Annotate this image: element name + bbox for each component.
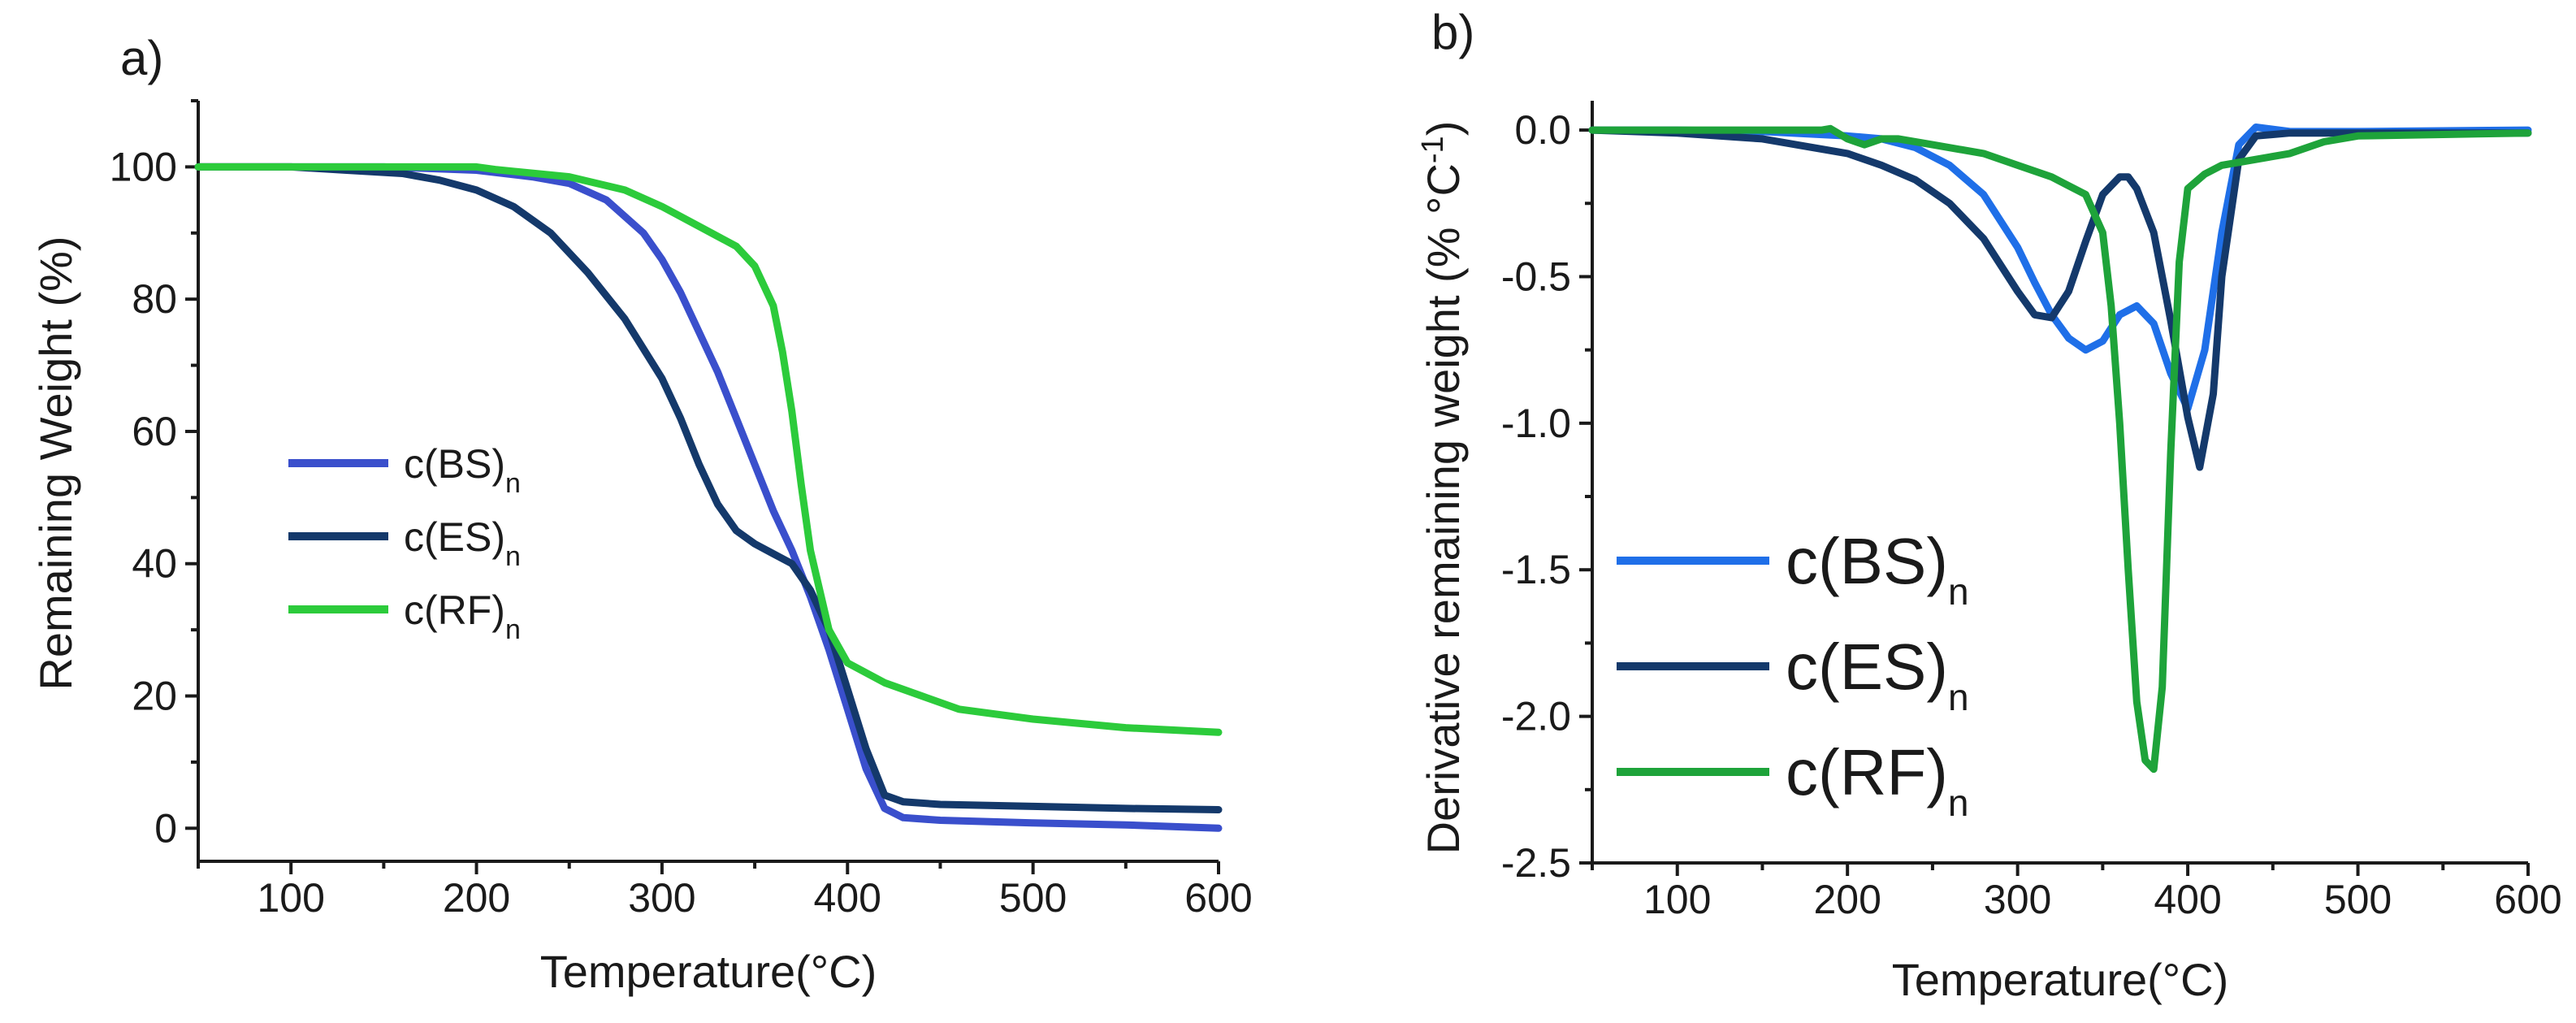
panel-a-y-ticks: 0 20 40 60 80 100 [110, 99, 198, 851]
legend-item-rf: c(RF)n [288, 587, 521, 645]
y-tick-label: -1.5 [1501, 547, 1571, 592]
y-tick-label: 0 [154, 805, 177, 851]
panel-a-label: a) [120, 31, 163, 85]
series-line-ces [1588, 126, 2532, 471]
series-line-crf [1588, 124, 2532, 774]
x-tick-label: 100 [1643, 877, 1711, 922]
x-tick-label: 400 [814, 875, 881, 921]
legend-item-es: c(ES)n [288, 514, 521, 572]
legend-label-rf: c(RF)n [404, 587, 521, 645]
legend-label-bs: c(BS)n [404, 441, 521, 499]
x-tick-label: 600 [1184, 875, 1252, 921]
panel-b-legend: c(BS)n c(ES)n c(RF)n [1617, 525, 1969, 824]
series-line-cbs [1588, 124, 2532, 413]
panel-a-x-ticks: 100 200 300 400 500 600 [197, 861, 1253, 921]
panel-b: b) 100 200 300 400 500 600 0.0 -0.5 -1.0 -1.5 -2.… [1416, 5, 2562, 1005]
panel-b-y-ticks: 0.0 -0.5 -1.0 -1.5 -2.0 -2.5 [1501, 107, 1592, 886]
y-tick-label: 100 [110, 144, 177, 189]
panel-b-series [1588, 124, 2532, 774]
legend-label-es: c(ES)n [1786, 631, 1969, 718]
panel-b-y-axis-title: Derivative remaining weight (% °C-1) [1416, 121, 1469, 855]
x-tick-label: 300 [628, 875, 695, 921]
x-tick-label: 100 [257, 875, 324, 921]
x-tick-label: 500 [999, 875, 1067, 921]
panel-b-label: b) [1431, 5, 1474, 59]
panel-a-legend: c(BS)n c(ES)n c(RF)n [288, 441, 521, 645]
panel-a-plot-area: 100 200 300 400 500 600 0 20 40 60 80 100 [110, 99, 1253, 921]
panel-b-plot-area: 100 200 300 400 500 600 0.0 -0.5 -1.0 -1.5 -2.0 -2… [1501, 101, 2562, 922]
y-tick-label: 40 [132, 541, 177, 587]
y-tick-label: -0.5 [1501, 254, 1571, 299]
x-tick-label: 200 [443, 875, 510, 921]
x-tick-label: 600 [2494, 877, 2561, 922]
y-tick-label: -2.0 [1501, 694, 1571, 739]
y-tick-label: 60 [132, 409, 177, 454]
panel-a-y-axis-title: Remaining Weight (%) [30, 236, 81, 690]
x-tick-label: 200 [1813, 877, 1881, 922]
legend-item-bs: c(BS)n [1617, 525, 1969, 613]
legend-item-es: c(ES)n [1617, 631, 1969, 718]
legend-item-bs: c(BS)n [288, 441, 521, 499]
x-tick-label: 500 [2324, 877, 2392, 922]
y-tick-label: -1.0 [1501, 401, 1571, 446]
panel-a: a) 100 200 300 400 500 600 0 20 40 60 80 100 Tempe… [30, 31, 1253, 997]
legend-item-rf: c(RF)n [1617, 736, 1969, 824]
legend-label-bs: c(BS)n [1786, 525, 1969, 613]
y-tick-label: 20 [132, 674, 177, 719]
series-line-ces [194, 163, 1223, 813]
panel-a-series [194, 163, 1223, 832]
x-tick-label: 400 [2154, 877, 2221, 922]
panel-a-x-axis-title: Temperature(°C) [540, 946, 877, 997]
panel-b-x-axis-title: Temperature(°C) [1892, 954, 2229, 1005]
y-tick-label: 80 [132, 276, 177, 322]
x-tick-label: 300 [1984, 877, 2051, 922]
series-line-crf [194, 163, 1223, 736]
panel-b-x-ticks: 100 200 300 400 500 600 [1591, 863, 2562, 922]
y-tick-label: -2.5 [1501, 840, 1571, 886]
legend-label-rf: c(RF)n [1786, 736, 1969, 824]
y-tick-label: 0.0 [1514, 107, 1571, 153]
series-line-cbs [194, 163, 1223, 832]
legend-label-es: c(ES)n [404, 514, 521, 572]
